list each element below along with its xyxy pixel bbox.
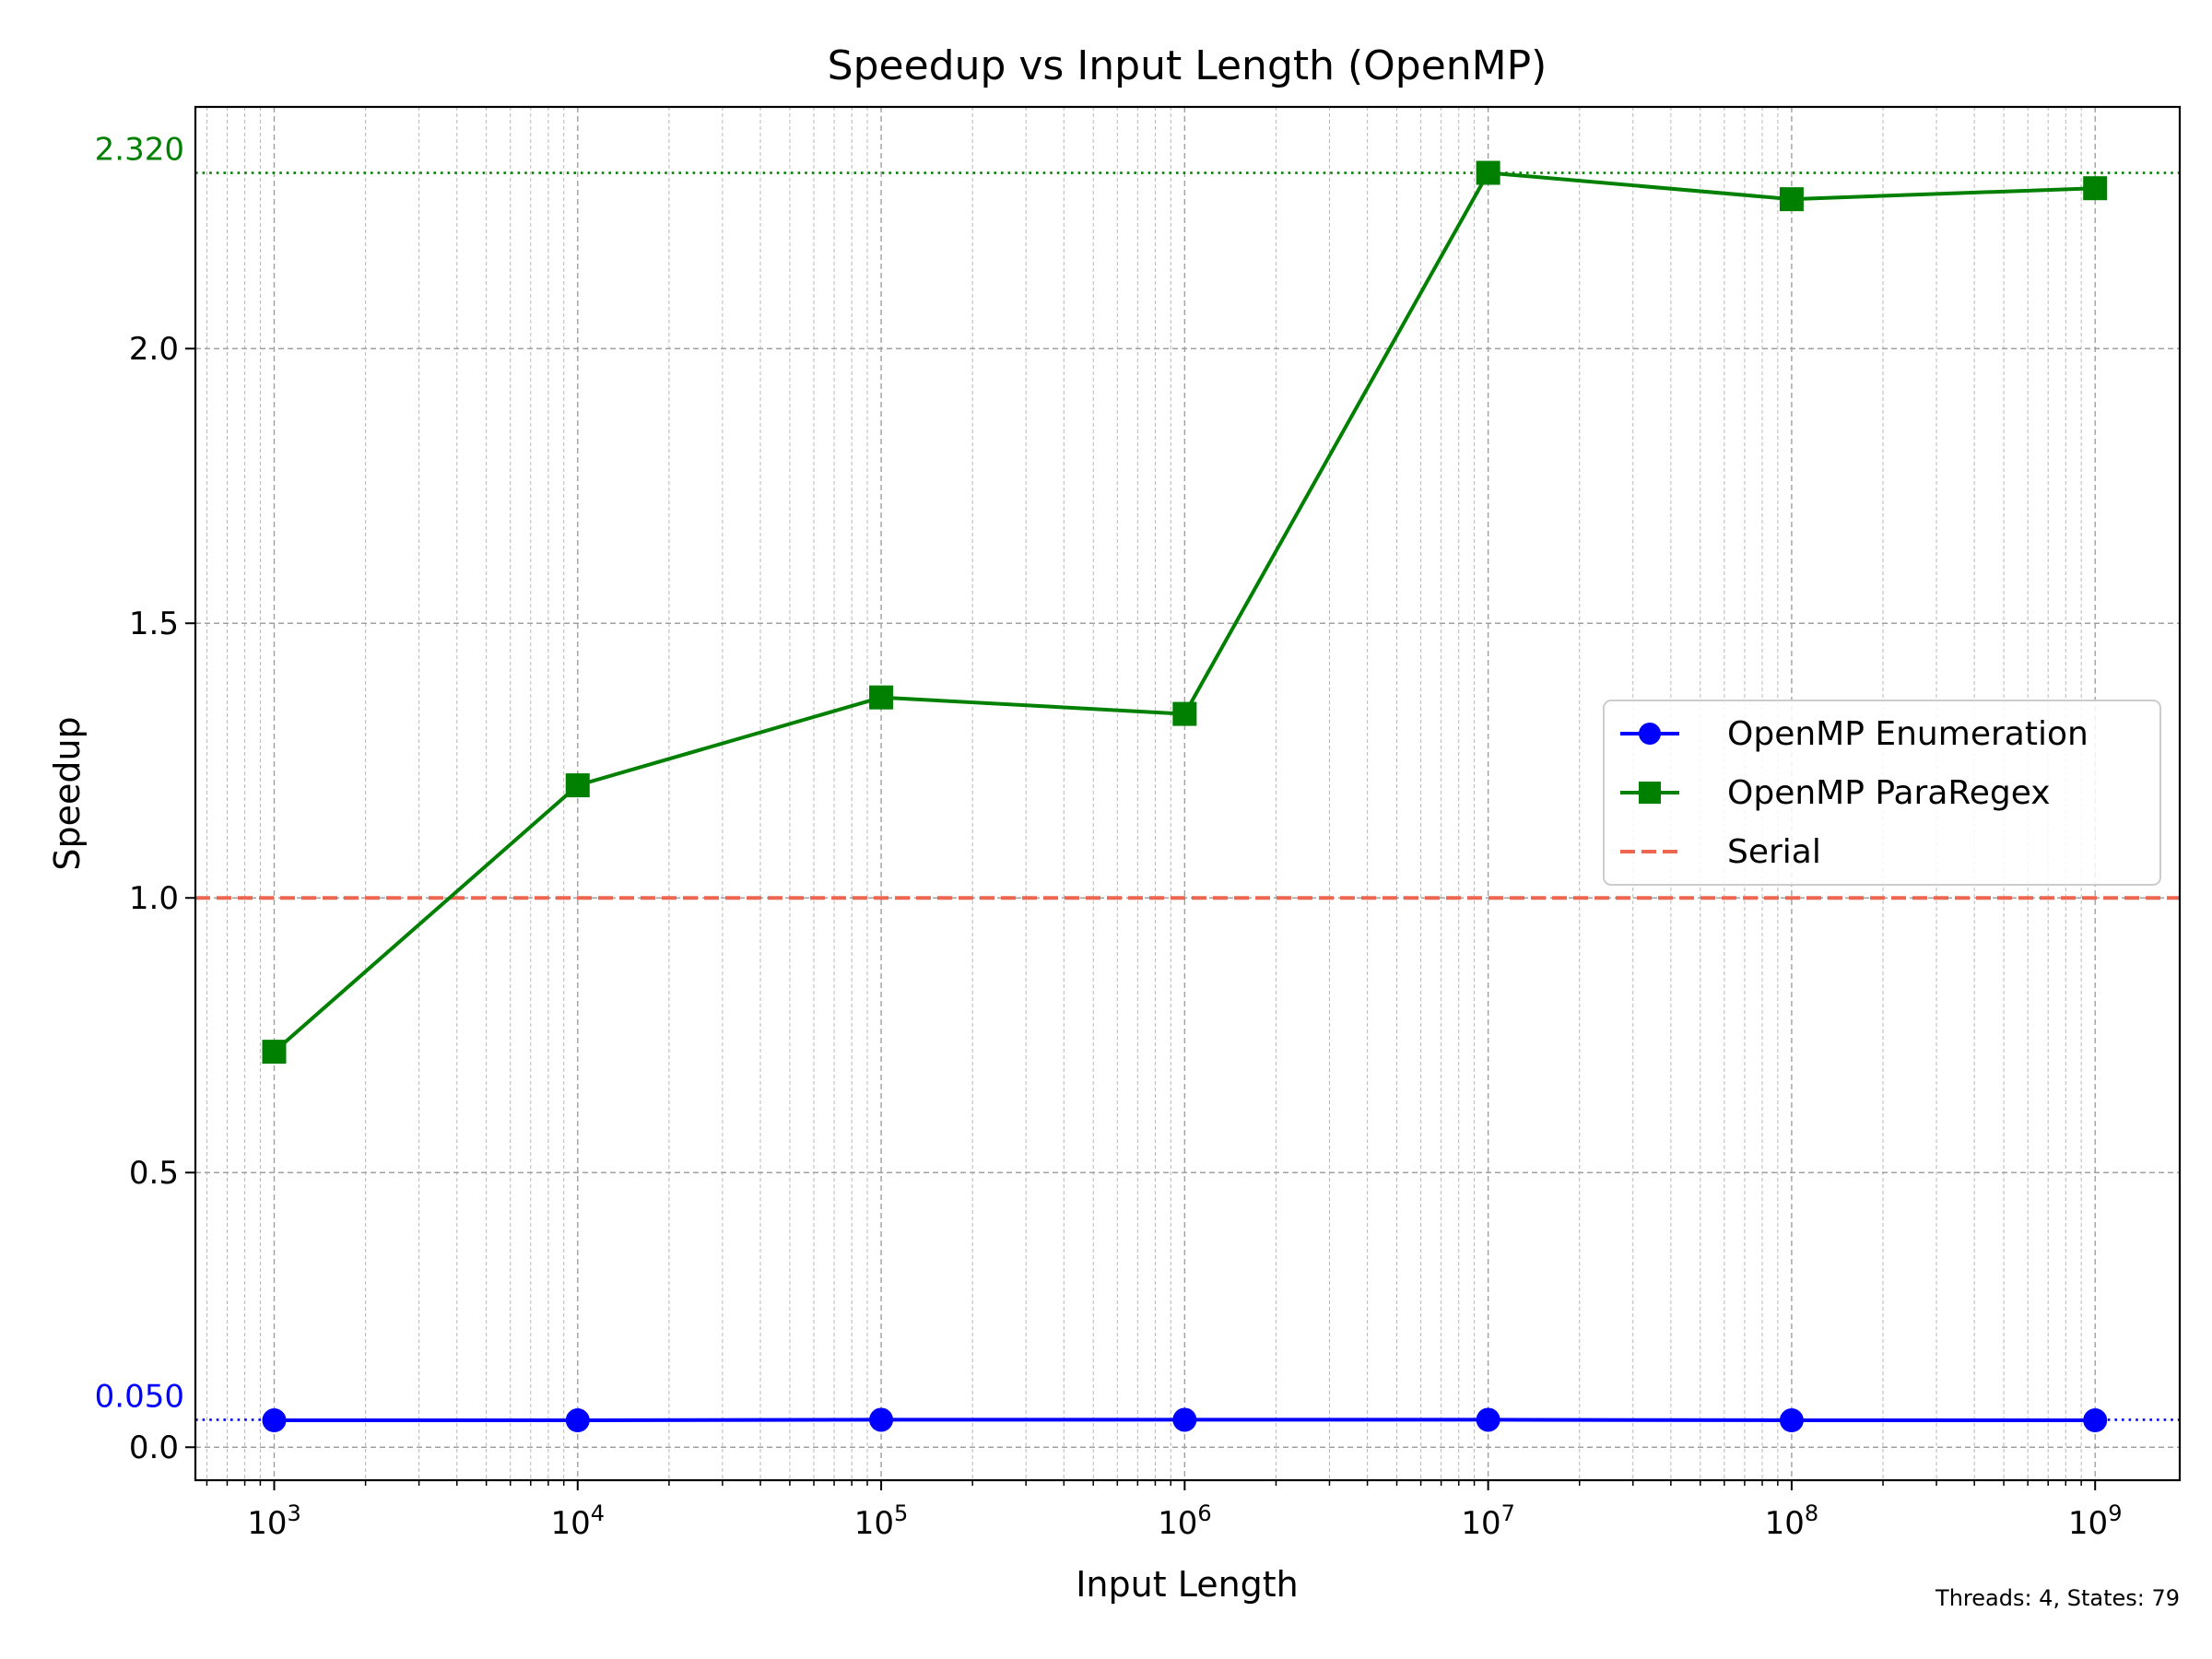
y-tick-label: 1.5 <box>129 606 179 642</box>
x-tick-label: 107 <box>1461 1500 1515 1542</box>
data-point <box>2083 176 2108 201</box>
legend-marker <box>1639 723 1661 745</box>
data-point <box>1172 701 1197 726</box>
data-point <box>1476 1407 1500 1432</box>
data-point <box>262 1408 287 1433</box>
grid <box>195 107 2180 1480</box>
reference-line-label: 2.320 <box>95 132 184 169</box>
plot-frame <box>194 105 2182 1482</box>
y-tick-label: 2.0 <box>129 331 179 368</box>
legend-box <box>1603 700 2161 886</box>
legend-marker <box>1639 782 1661 804</box>
series <box>262 160 2108 1433</box>
x-tick-label: 109 <box>2068 1500 2123 1542</box>
data-point <box>262 1040 287 1065</box>
legend-label: OpenMP Enumeration <box>1727 715 2088 753</box>
x-tick-label: 105 <box>854 1500 909 1542</box>
x-tick-label: 104 <box>551 1500 606 1542</box>
data-point <box>1779 187 1804 212</box>
data-point <box>1172 1407 1197 1432</box>
data-point <box>565 1408 590 1433</box>
x-tick-label: 103 <box>247 1500 301 1542</box>
legend-label: Serial <box>1727 833 1821 871</box>
x-tick-label: 106 <box>1158 1500 1212 1542</box>
data-point <box>565 773 590 798</box>
axes: 103 104 105 106 107 108 109 0.0 0.5 1.0 1.5 2.0 <box>129 331 2123 1542</box>
data-point <box>869 1407 894 1432</box>
y-tick-label: 0.0 <box>129 1430 179 1466</box>
chart-title: Speedup vs Input Length (OpenMP) <box>828 42 1547 89</box>
y-tick-label: 0.5 <box>129 1155 179 1192</box>
x-tick-label: 108 <box>1765 1500 1819 1542</box>
y-tick-label: 1.0 <box>129 880 179 917</box>
data-point <box>869 685 894 710</box>
data-point <box>1476 160 1500 185</box>
footnote: Threads: 4, States: 79 <box>1935 1585 2180 1611</box>
data-point <box>1779 1408 1804 1433</box>
legend: OpenMP Enumeration OpenMP ParaRegex Serial <box>1603 700 2161 886</box>
reference-line-label: 0.050 <box>95 1378 184 1415</box>
x-axis-label: Input Length <box>1076 1564 1299 1605</box>
legend-label: OpenMP ParaRegex <box>1727 774 2051 812</box>
y-axis-label: Speedup <box>47 716 88 870</box>
data-point <box>2083 1408 2108 1433</box>
